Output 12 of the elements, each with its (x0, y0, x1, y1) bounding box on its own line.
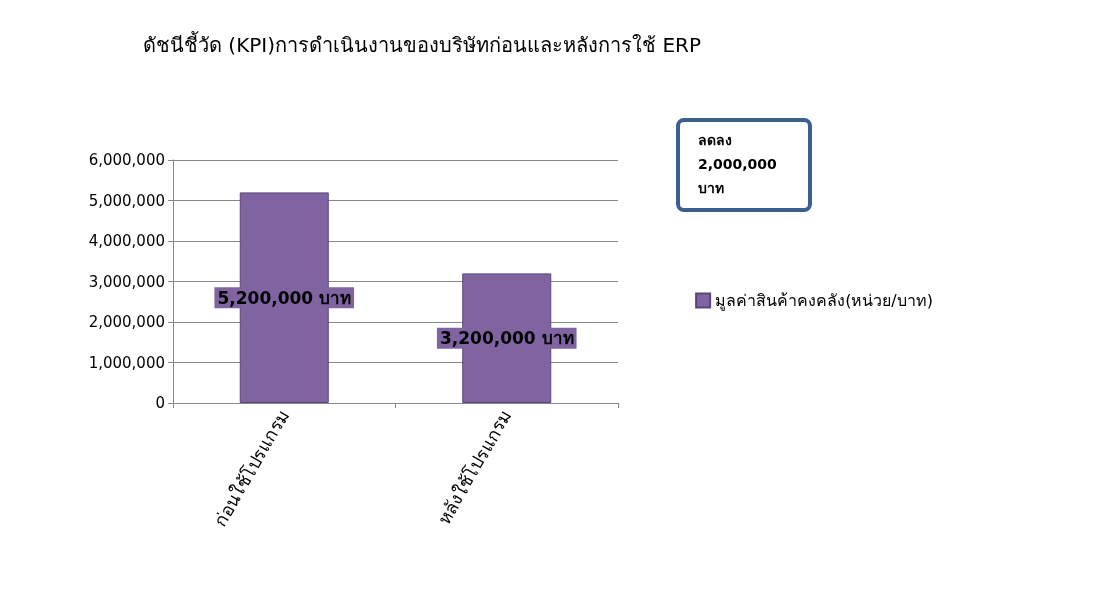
data-label: 5,200,000 บาท (217, 287, 352, 308)
y-tick-label: 0 (155, 394, 165, 412)
y-tick-label: 6,000,000 (88, 151, 165, 169)
y-tick-label: 3,000,000 (88, 272, 165, 291)
legend-label: มูลค่าสินค้าคงคลัง(หน่วย/บาท) (715, 291, 933, 311)
y-tick-label: 5,000,000 (88, 191, 165, 210)
y-tick-label: 4,000,000 (88, 232, 165, 250)
y-tick-label: 1,000,000 (88, 353, 165, 372)
text: ลดลง 2,000,000 บาท (698, 132, 778, 196)
data-label: 3,200,000 บาท (439, 328, 574, 349)
chart-title: ดัชนีชี้วัด (KPI)การดำเนินงานของบริษัทก่อนและหลังการใช้ ERP (143, 31, 701, 57)
y-tick-label: 2,000,000 (88, 313, 165, 331)
